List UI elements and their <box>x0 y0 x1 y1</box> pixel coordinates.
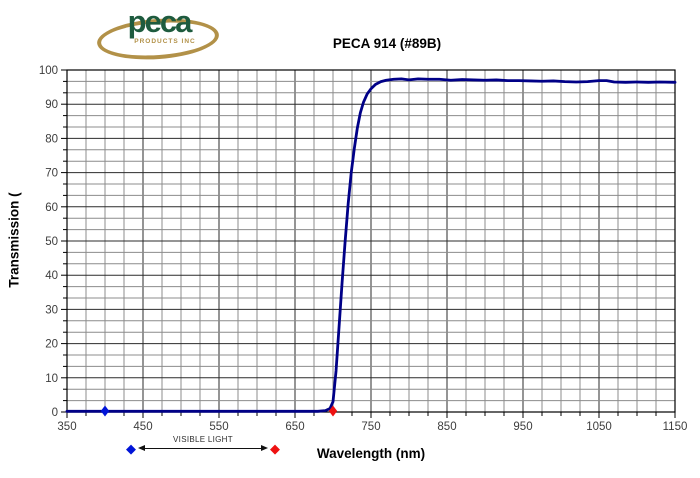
arrow-left-icon <box>138 445 145 451</box>
y-tick-label: 80 <box>45 133 58 145</box>
logo-text: peca <box>127 4 193 39</box>
transmission-curve <box>65 77 677 413</box>
y-tick-label: 60 <box>45 202 58 214</box>
logo-subtext: PRODUCTS INC <box>134 38 196 45</box>
y-tick-label: 50 <box>45 236 58 248</box>
arrow-shaft <box>145 447 261 449</box>
visible-light-label: VISIBLE LIGHT <box>173 435 233 444</box>
red-diamond-icon: ◆ <box>270 440 280 456</box>
x-tick-label: 850 <box>437 421 456 433</box>
x-axis-title: Wavelength (nm) <box>316 446 426 461</box>
x-tick-label: 950 <box>513 421 532 433</box>
y-tick-label: 90 <box>45 99 58 111</box>
y-tick-label: 100 <box>39 65 58 77</box>
y-tick-label: 30 <box>45 304 58 316</box>
visible-light-annotation: ◆ ◆ VISIBLE LIGHT <box>126 435 280 456</box>
peca-products-logo: peca PRODUCTS INC <box>95 4 222 64</box>
red-axis-diamond-icon <box>328 405 338 417</box>
y-tick-label: 40 <box>45 270 58 282</box>
x-tick-label: 750 <box>361 421 380 433</box>
blue-axis-diamond-icon <box>100 405 110 417</box>
x-tick-label: 450 <box>133 421 152 433</box>
blue-diamond-icon: ◆ <box>126 440 136 456</box>
x-tick-label: 1050 <box>586 421 612 433</box>
x-tick-label: 1150 <box>663 421 688 433</box>
y-tick-label: 10 <box>45 373 58 385</box>
y-tick-label: 0 <box>52 407 58 419</box>
chart-title: PECA 914 (#89B) <box>332 36 442 51</box>
arrow-right-icon <box>261 445 268 451</box>
x-tick-label: 350 <box>57 421 76 433</box>
y-axis-title: Transmission ( <box>6 192 22 288</box>
y-tick-label: 70 <box>45 168 58 180</box>
x-tick-label: 550 <box>209 421 228 433</box>
x-tick-label: 650 <box>285 421 304 433</box>
y-tick-label: 20 <box>45 339 58 351</box>
